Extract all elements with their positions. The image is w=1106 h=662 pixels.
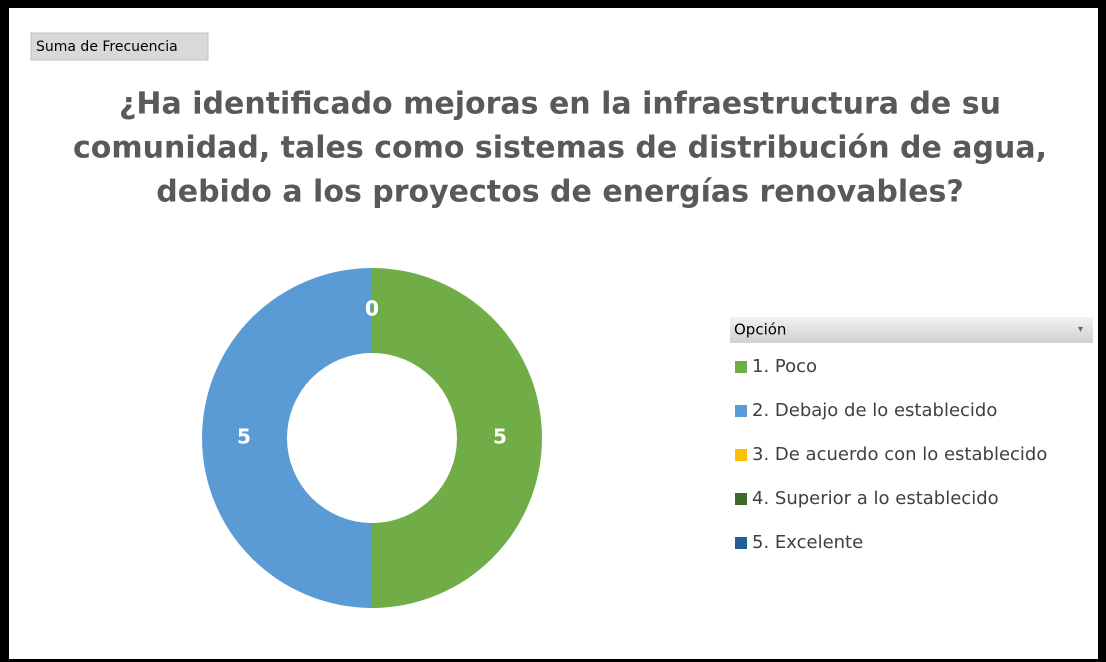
field-button-label: Suma de Frecuencia [36, 39, 178, 55]
chart-title: comunidad, tales como sistemas de distri… [73, 131, 1047, 166]
frame-top [0, 0, 1106, 8]
data-label: 5 [493, 425, 507, 449]
legend-swatch [735, 537, 747, 549]
chart-title: ¿Ha identificado mejoras en la infraestr… [119, 87, 1001, 122]
legend-label: 4. Superior a lo establecido [752, 488, 999, 509]
doughnut-slice [372, 268, 542, 608]
legend-label: 2. Debajo de lo establecido [752, 400, 997, 421]
field-button[interactable] [30, 32, 209, 61]
dropdown-icon: ▾ [1078, 324, 1083, 335]
frame-left [0, 0, 9, 662]
data-label: 0 [365, 297, 379, 321]
legend-label: 5. Excelente [752, 532, 863, 553]
frame-bottom [0, 659, 1106, 662]
legend-label: 3. De acuerdo con lo establecido [752, 444, 1047, 465]
chart-title: debido a los proyectos de energías renov… [156, 175, 964, 210]
data-label: 0 [365, 297, 379, 321]
legend-swatch [735, 361, 747, 373]
legend-header[interactable] [730, 317, 1093, 343]
legend-swatch [735, 493, 747, 505]
data-label: 5 [237, 425, 251, 449]
legend-swatch [735, 449, 747, 461]
legend-title: Opción [734, 321, 786, 339]
doughnut-slice [202, 268, 372, 608]
frame-right [1098, 0, 1106, 662]
legend-swatch [735, 405, 747, 417]
data-label: 0 [365, 297, 379, 321]
legend-label: 1. Poco [752, 356, 817, 377]
